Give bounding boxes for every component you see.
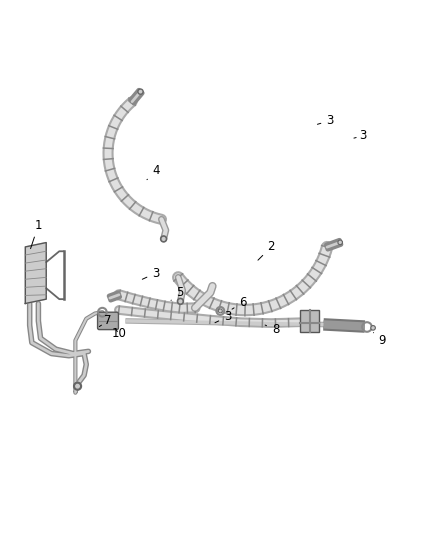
FancyBboxPatch shape: [98, 312, 118, 329]
Polygon shape: [25, 243, 46, 303]
Text: 3: 3: [142, 266, 159, 279]
Circle shape: [339, 241, 341, 244]
Circle shape: [138, 89, 143, 94]
Circle shape: [76, 384, 79, 388]
Circle shape: [219, 309, 222, 313]
Circle shape: [372, 327, 374, 329]
Circle shape: [371, 326, 375, 330]
Text: 9: 9: [374, 333, 386, 347]
Text: 3: 3: [354, 130, 366, 142]
Circle shape: [219, 310, 221, 312]
Text: 1: 1: [31, 219, 42, 248]
Text: 10: 10: [111, 327, 126, 341]
Text: 8: 8: [265, 323, 279, 336]
Circle shape: [139, 91, 141, 93]
Text: 7: 7: [99, 314, 112, 327]
Text: 5: 5: [171, 286, 184, 301]
Circle shape: [177, 298, 184, 304]
Circle shape: [161, 236, 167, 242]
Text: 4: 4: [147, 164, 159, 180]
Text: 3: 3: [318, 114, 334, 127]
Text: 6: 6: [232, 296, 247, 309]
Circle shape: [74, 382, 81, 390]
Text: 3: 3: [215, 310, 231, 323]
Circle shape: [338, 240, 343, 245]
Text: 2: 2: [258, 240, 275, 260]
Circle shape: [162, 238, 165, 240]
Circle shape: [179, 300, 182, 303]
FancyBboxPatch shape: [300, 310, 319, 332]
